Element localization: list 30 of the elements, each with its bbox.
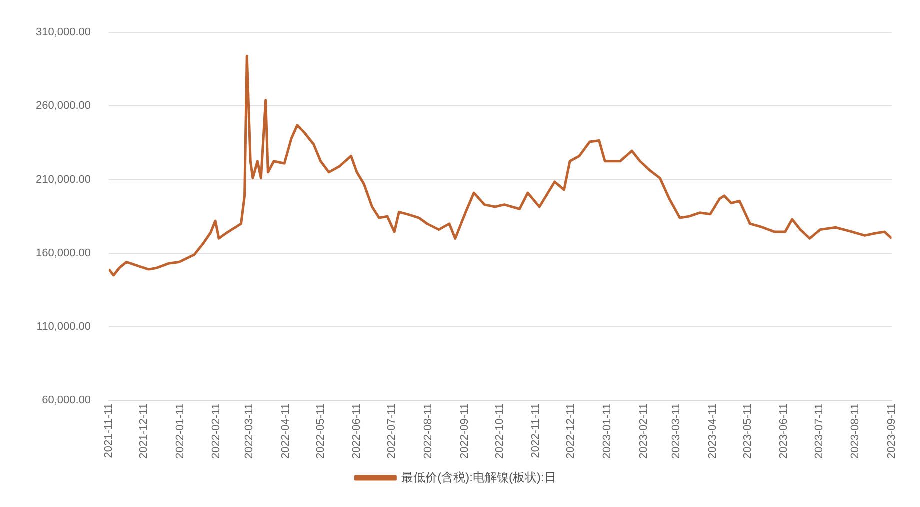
x-tick-label: 2022-02-11 — [210, 404, 223, 459]
y-tick-label: 260,000.00 — [36, 100, 92, 112]
x-tick-label: 2022-06-11 — [351, 404, 364, 459]
x-tick-label: 2023-07-11 — [813, 404, 826, 459]
y-tick-label: 210,000.00 — [36, 174, 92, 186]
x-tick-label: 2023-09-11 — [886, 404, 898, 459]
x-tick-label: 2023-05-11 — [742, 404, 754, 459]
x-tick-label: 2022-04-11 — [280, 404, 292, 459]
x-tick-label: 2022-07-11 — [386, 404, 398, 459]
x-tick-label: 2023-08-11 — [850, 404, 862, 459]
y-tick-label: 60,000.00 — [42, 394, 92, 407]
x-tick-label: 2023-06-11 — [778, 404, 790, 459]
x-tick-label: 2021-11-11 — [103, 404, 116, 458]
y-tick-label: 110,000.00 — [36, 320, 92, 333]
x-tick-label: 2021-12-11 — [138, 404, 150, 459]
x-tick-label: 2022-12-11 — [565, 404, 578, 459]
legend-label: 最低价(含税):电解镍(板状):日 — [402, 470, 556, 484]
x-tick-label: 2022-11-11 — [530, 404, 542, 458]
y-tick-label: 310,000.00 — [36, 26, 92, 39]
x-tick-label: 2022-09-11 — [458, 404, 471, 459]
x-tick-label: 2022-10-11 — [494, 404, 506, 459]
x-tick-label: 2022-03-11 — [243, 404, 256, 459]
x-tick-label: 2023-04-11 — [706, 404, 719, 459]
x-tick-label: 2022-05-11 — [314, 404, 327, 459]
x-tick-label: 2023-03-11 — [670, 404, 683, 459]
x-tick-label: 2022-08-11 — [422, 404, 434, 459]
x-tick-label: 2023-01-11 — [602, 404, 614, 459]
y-tick-label: 160,000.00 — [36, 247, 92, 260]
x-tick-label: 2023-02-11 — [638, 404, 650, 459]
x-tick-label: 2022-01-11 — [174, 404, 186, 459]
